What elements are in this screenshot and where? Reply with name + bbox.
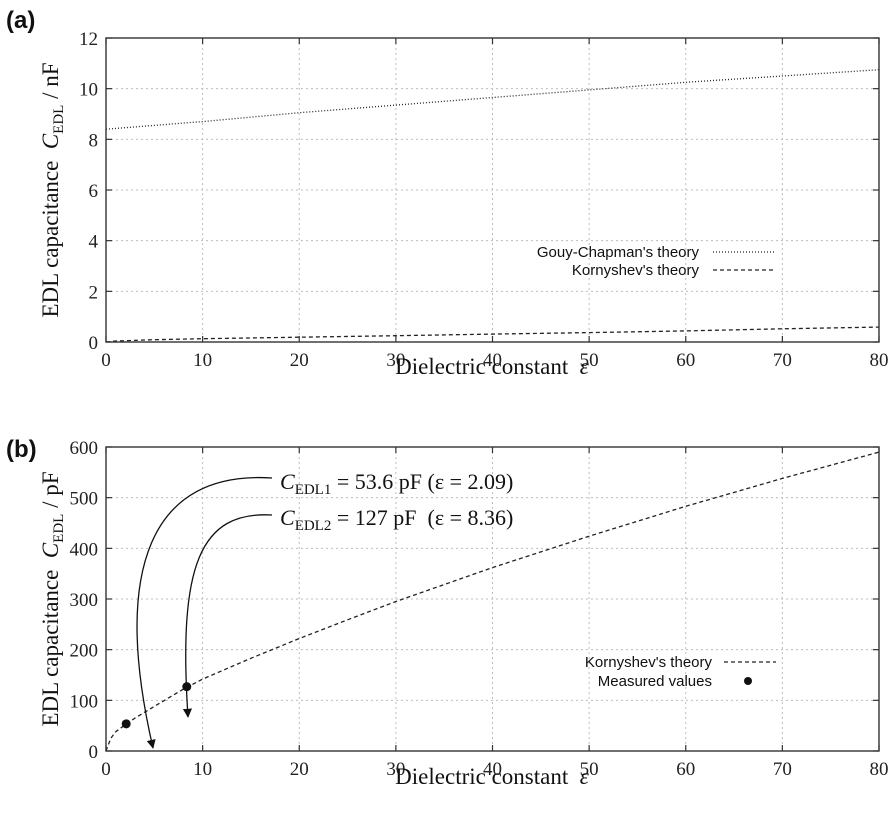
x-tick-label: 0 [101, 759, 111, 780]
legend-b-measured-marker [744, 677, 752, 685]
x-tick-label: 10 [193, 759, 212, 780]
y-tick-label: 2 [89, 282, 99, 303]
panel-b-grid [106, 447, 879, 751]
x-tick-label: 80 [870, 759, 889, 780]
panel-b-legend: Kornyshev's theory Measured values [585, 654, 776, 690]
panel-b-series [105, 451, 880, 752]
x-tick-label: 60 [676, 759, 695, 780]
y-tick-label: 0 [89, 333, 99, 354]
legend-a-gouy-label: Gouy-Chapman's theory [537, 244, 700, 261]
panel-b-x-axis-label: Dielectric constant ε [395, 764, 590, 789]
x-tick-label: 60 [676, 350, 695, 371]
x-tick-label: 20 [290, 759, 309, 780]
series-line-b-kornyshev-s-theory [105, 451, 880, 752]
panel-b-label: (b) [6, 436, 37, 463]
annotation-edl1-arrow [136, 476, 273, 749]
annotation-edl2-arrow [182, 514, 273, 718]
panel-a-x-axis-label: Dielectric constant ε [395, 354, 590, 379]
y-tick-label: 400 [70, 539, 99, 560]
y-tick-label: 500 [70, 489, 99, 510]
x-tick-label: 30 [386, 350, 405, 371]
panel-a-ticks: 0 10 20 30 40 50 60 70 80 0 2 4 6 8 10 12 [79, 29, 889, 371]
annotation-edl2: CEDL2 = 127 pF (ε = 8.36) [182, 505, 513, 718]
y-tick-label: 600 [70, 438, 99, 459]
annotation-edl1-text: CEDL1 = 53.6 pF (ε = 2.09) [280, 469, 513, 498]
x-tick-label: 10 [193, 350, 212, 371]
panel-a-legend: Gouy-Chapman's theory Kornyshev's theory [537, 244, 775, 279]
x-tick-label: 50 [580, 350, 599, 371]
y-tick-label: 6 [89, 181, 99, 202]
panel-a-y-axis-label: EDL capacitance CEDL / nF [38, 62, 67, 317]
x-tick-label: 50 [580, 759, 599, 780]
series-line-a-gouy-chapman-s-theory [105, 69, 880, 130]
panel-a-chart: (a) 0 10 20 30 40 50 60 70 80 0 2 4 6 8 10 12 Gouy-Chap… [6, 7, 889, 379]
x-tick-label: 70 [773, 350, 792, 371]
panel-b-ticks: 0 10 20 30 40 50 60 70 80 0 100 200 300 400 500 600 [70, 438, 889, 780]
panel-b-chart: (b) 0 10 20 30 40 50 60 70 80 0 100 200 300 400 500 600… [6, 436, 889, 789]
panel-a-frame [105, 37, 880, 343]
y-tick-label: 8 [89, 130, 99, 151]
panel-a-label: (a) [6, 7, 35, 34]
panel-a-series [105, 69, 880, 343]
y-tick-label: 200 [70, 641, 99, 662]
x-tick-label: 70 [773, 759, 792, 780]
x-tick-label: 80 [870, 350, 889, 371]
legend-b-kornyshev-label: Kornyshev's theory [585, 654, 713, 671]
panel-b-y-axis-label: EDL capacitance CEDL / pF [38, 471, 67, 726]
x-tick-label: 20 [290, 350, 309, 371]
legend-b-measured-label: Measured values [598, 673, 712, 690]
panel-a-grid [106, 38, 879, 342]
measured-point [121, 719, 131, 729]
annotation-edl1: CEDL1 = 53.6 pF (ε = 2.09) [136, 469, 513, 749]
x-tick-label: 40 [483, 350, 502, 371]
annotation-edl2-text: CEDL2 = 127 pF (ε = 8.36) [280, 505, 513, 534]
y-tick-label: 100 [70, 691, 99, 712]
y-tick-label: 12 [79, 29, 98, 50]
y-tick-label: 0 [89, 742, 99, 763]
panel-b-frame [105, 446, 880, 752]
y-tick-label: 300 [70, 590, 99, 611]
series-line-a-kornyshev-s-theory [105, 326, 880, 343]
y-tick-label: 4 [89, 232, 99, 253]
legend-a-kornyshev-label: Kornyshev's theory [572, 262, 700, 279]
x-tick-label: 0 [101, 350, 111, 371]
x-tick-label: 30 [386, 759, 405, 780]
x-tick-label: 40 [483, 759, 502, 780]
y-tick-label: 10 [79, 80, 98, 101]
